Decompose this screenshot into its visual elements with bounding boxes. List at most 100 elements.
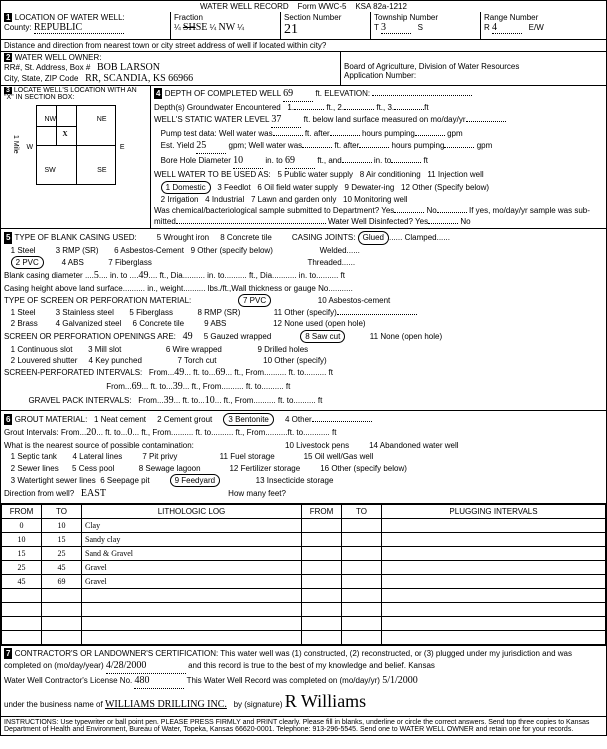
n13: 13 Insecticide storage xyxy=(256,476,334,485)
gpm2: gpm xyxy=(477,141,493,150)
section-5-num: 5 xyxy=(4,232,12,243)
o2: 2 Louvered shutter xyxy=(11,356,78,365)
form-title: WATER WELL RECORD xyxy=(200,2,289,11)
ft1: ft., From xyxy=(234,368,264,377)
truth: and this record is true to the best of m… xyxy=(188,661,435,670)
to1: ft. to xyxy=(193,368,209,377)
section-val: 21 xyxy=(284,22,298,37)
near: What is the nearest source of possible c… xyxy=(4,441,194,450)
section-box: NW NE SW SE W E X xyxy=(36,105,116,185)
s1: 1 Steel xyxy=(11,308,36,317)
chem: Was chemical/bacteriological sample subm… xyxy=(154,206,394,215)
bysig: by (signature) xyxy=(234,700,283,709)
lithologic-log-table: FROM TO LITHOLOGIC LOG FROM TO PLUGGING … xyxy=(1,504,606,645)
table-row: 010Clay xyxy=(2,518,606,532)
county-val: REPUBLIC xyxy=(34,22,124,34)
gi-ft2: ft., From xyxy=(236,428,266,437)
u8: 8 Air conditioning xyxy=(360,170,421,179)
bcd-in2: in. to xyxy=(207,271,224,280)
dist-row: Distance and direction from nearest town… xyxy=(1,40,606,52)
o8: 8 Saw cut xyxy=(300,330,345,343)
gpi-t1: 10 xyxy=(205,395,215,406)
n9: 9 Feedyard xyxy=(170,474,220,487)
to2b: ft. to xyxy=(246,382,262,391)
s6: 6 Concrete tile xyxy=(133,319,185,328)
c9: 9 Other (specify below) xyxy=(191,246,273,255)
dir: EAST xyxy=(81,488,106,499)
cert: CONTRACTOR'S OR LANDOWNER'S CERTIFICATIO… xyxy=(15,649,572,658)
spi-t1: 69 xyxy=(215,367,225,378)
table-row: 4569Gravel xyxy=(2,574,606,588)
ne: NE xyxy=(97,116,107,123)
dir-lbl: Direction from well? xyxy=(4,489,74,498)
u11: 11 Injection well xyxy=(427,170,483,179)
to1b: ft. to xyxy=(289,368,305,377)
section-7-num: 7 xyxy=(4,648,12,659)
open-title: SCREEN OR PERFORATION OPENINGS ARE: xyxy=(4,332,176,341)
no2: No xyxy=(460,217,470,226)
n2: 2 Sewer lines xyxy=(11,464,59,473)
o9: 9 Drilled holes xyxy=(257,345,308,354)
n14: 14 Abandoned water well xyxy=(369,441,458,450)
mile: 1 Mile xyxy=(12,135,19,154)
u2: 2 Irrigation xyxy=(161,195,199,204)
gw1: 1. xyxy=(287,103,294,112)
q1: SE xyxy=(196,22,208,33)
x-mark: X xyxy=(63,130,68,138)
from2: From xyxy=(106,382,125,391)
n15: 15 Oil well/Gas well xyxy=(304,452,374,461)
c1: 1 Steel xyxy=(11,246,36,255)
spi-f1: 49 xyxy=(174,367,184,378)
u3: 3 Feedlot xyxy=(217,183,250,192)
compl: This Water Well Record was completed on … xyxy=(187,676,380,685)
gpi: GRAVEL PACK INTERVALS: xyxy=(28,396,131,405)
csz-lbl: City, State, ZIP Code xyxy=(4,74,78,83)
addr-lbl: RR#, St. Address, Box # xyxy=(4,63,90,72)
section-1-num: 1 xyxy=(4,13,12,22)
ifyes: If yes, mo/day/yr sample was sub- xyxy=(469,206,590,215)
hrs: hours pumping xyxy=(362,129,415,138)
ft2b: ft xyxy=(286,382,290,391)
ts: S xyxy=(418,23,423,32)
joints: CASING JOINTS: xyxy=(292,233,356,242)
o4: 4 Key punched xyxy=(89,356,142,365)
ew: E/W xyxy=(529,23,544,32)
ft-elev: ft. ELEVATION: xyxy=(315,89,370,98)
sec3-title: LOCATE WELL'S LOCATION WITH AN "X" IN SE… xyxy=(4,87,137,101)
c7: 7 Fiberglass xyxy=(108,258,152,267)
s8: 8 RMP (SR) xyxy=(197,308,240,317)
bore-lbl: Bore Hole Diameter xyxy=(161,156,231,165)
s10: 10 Asbestos-cement xyxy=(318,296,390,305)
after2: ft. after xyxy=(334,141,359,150)
form-ksa: KSA 82a-1212 xyxy=(355,2,407,11)
sec4-title: DEPTH OF COMPLETED WELL xyxy=(165,89,281,98)
n6: 6 Seepage pit xyxy=(100,476,149,485)
board: Board of Agriculture, Division of Water … xyxy=(344,62,519,71)
table-row xyxy=(2,602,606,616)
n12: 12 Fertilizer storage xyxy=(229,464,300,473)
bcd: Blank casing diameter xyxy=(4,271,83,280)
sec5-title: TYPE OF BLANK CASING USED: xyxy=(15,233,137,242)
gw-enc: Depth(s) Groundwater Encountered xyxy=(154,103,281,112)
h4: FROM xyxy=(302,504,342,518)
table-row xyxy=(2,616,606,630)
o10: 10 Other (specify) xyxy=(263,356,327,365)
n11: 11 Fuel storage xyxy=(220,452,275,461)
u6: 6 Oil field water supply xyxy=(257,183,337,192)
u9: 9 Dewater-ing xyxy=(345,183,395,192)
nw: NW xyxy=(45,116,57,123)
gi-ft: ft., From xyxy=(141,428,171,437)
bcd-v: 5 xyxy=(94,270,99,281)
gi-t: 0 xyxy=(127,427,132,438)
table-row: 1015Sandy clay xyxy=(2,532,606,546)
u12: 12 Other (Specify below) xyxy=(401,183,489,192)
bore-ft: ft., and xyxy=(317,156,341,165)
table-row xyxy=(2,588,606,602)
gw3: ft., 3. xyxy=(376,103,394,112)
h2: TO xyxy=(42,504,82,518)
threaded: Threaded xyxy=(307,258,341,267)
s9: 9 ABS xyxy=(204,319,226,328)
g3: 3 Bentonite xyxy=(223,413,273,426)
dist-lbl: Distance and direction from nearest town… xyxy=(4,41,326,50)
gpm: gpm xyxy=(447,129,463,138)
